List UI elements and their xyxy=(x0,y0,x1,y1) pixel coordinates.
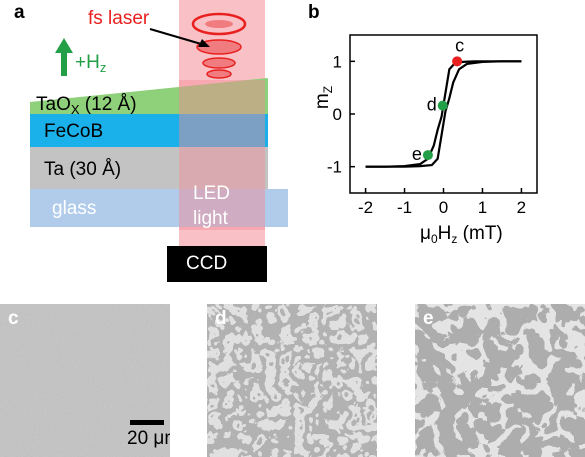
hysteresis-branch-1 xyxy=(365,60,522,168)
hysteresis-branch-0 xyxy=(365,60,522,168)
panel-a-letter: a xyxy=(14,2,25,23)
y-tick-label-1: 0 xyxy=(333,105,342,124)
point-c xyxy=(452,56,463,67)
field-arrow-head xyxy=(55,38,73,53)
lens-mid xyxy=(196,39,242,55)
micrograph-c-image xyxy=(0,304,170,457)
x-tick-label-3: 1 xyxy=(478,198,487,217)
micrograph-e-letter: e xyxy=(423,308,434,329)
point-label-c: c xyxy=(455,35,464,55)
x-tick-label-2: 0 xyxy=(439,198,448,217)
point-e xyxy=(422,150,433,161)
ccd-box xyxy=(167,246,267,282)
fecob-layer xyxy=(30,114,268,147)
point-label-d: d xyxy=(427,95,437,115)
panel-b-letter: b xyxy=(308,2,320,23)
scale-bar-label: 20 μm xyxy=(127,428,170,449)
lens-low xyxy=(202,57,236,69)
light-label-1: LED xyxy=(193,183,230,204)
ccd-label: CCD xyxy=(186,253,228,274)
layer-stack xyxy=(30,12,288,282)
micrograph-c: c 20 μm xyxy=(0,304,170,457)
layer-label-ta: Ta (30 Å) xyxy=(44,159,122,180)
point-label-e: e xyxy=(412,144,422,164)
layer-label-glass: glass xyxy=(52,198,97,219)
ta-layer xyxy=(30,147,268,189)
glass-layer xyxy=(30,189,288,227)
micrograph-d: d xyxy=(207,304,377,457)
x-tick-label-0: -2 xyxy=(358,198,373,217)
lens-top xyxy=(191,12,247,36)
micrograph-e-image xyxy=(415,304,585,457)
micrograph-d-letter: d xyxy=(215,308,227,329)
x-tick-label-4: 2 xyxy=(517,198,526,217)
micrograph-c-letter: c xyxy=(8,308,19,329)
laser-label: fs laser xyxy=(88,8,150,29)
layer-label-fecob: FeCoB xyxy=(44,121,104,142)
y-tick-label-2: 1 xyxy=(333,52,342,71)
field-arrow-shaft xyxy=(61,52,67,76)
x-tick-label-1: -1 xyxy=(397,198,412,217)
tao-layer xyxy=(30,78,268,114)
light-label-2: light xyxy=(193,208,228,229)
laser-pointer-arrow xyxy=(149,28,209,47)
micrograph-d-image xyxy=(207,304,377,457)
scale-bar xyxy=(130,420,164,425)
y-tick-label-0: -1 xyxy=(327,158,342,177)
point-d xyxy=(437,100,448,111)
hysteresis-chart: -2 -1 0 1 2 -1 0 1 c d e xyxy=(327,34,538,217)
y-axis-label: mZ xyxy=(312,85,336,110)
micrograph-e: e xyxy=(415,304,585,457)
lens-bottom xyxy=(206,69,232,79)
layer-label-tao: TaOX (12 Å) xyxy=(36,94,137,117)
field-label: +Hz xyxy=(75,52,107,75)
x-axis-label: μ0Hz (mT) xyxy=(420,223,503,246)
plot-frame xyxy=(349,34,538,194)
